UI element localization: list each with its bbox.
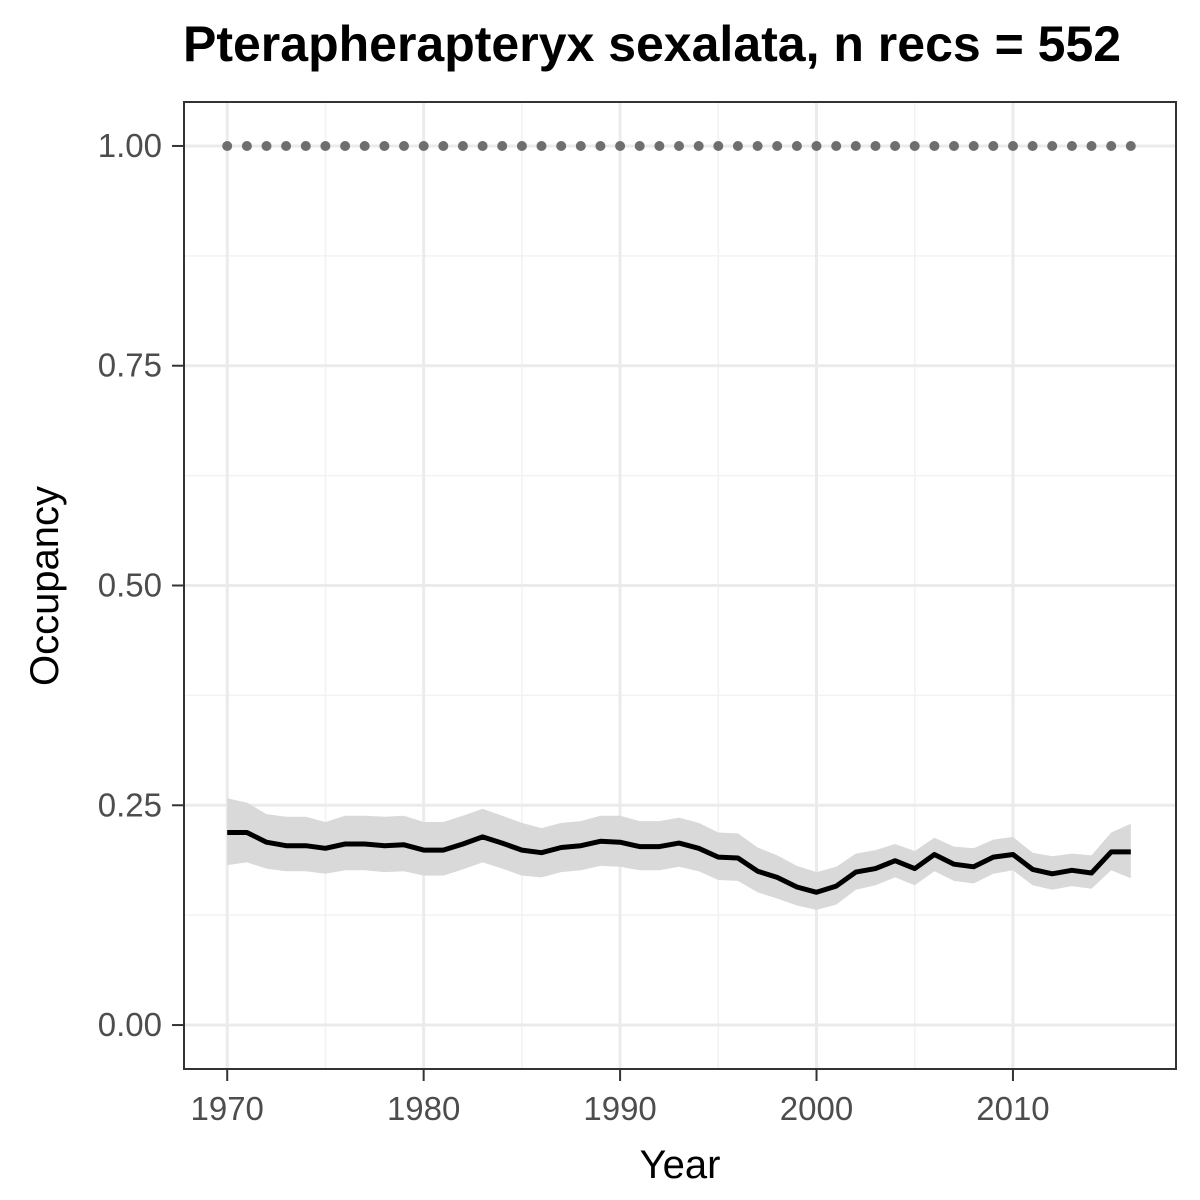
data-point [909, 141, 920, 151]
confidence-ribbon-layer [227, 798, 1131, 910]
points-layer [222, 141, 1136, 151]
data-point [752, 141, 763, 151]
data-point [929, 141, 940, 151]
y-axis: 0.00 0.25 0.50 0.75 1.00 [98, 127, 184, 1043]
data-point [497, 141, 508, 151]
data-point [438, 141, 449, 151]
data-point [457, 141, 468, 151]
data-point [300, 141, 311, 151]
data-point [615, 141, 626, 151]
x-tick-label: 2000 [780, 1090, 853, 1127]
data-point [477, 141, 488, 151]
data-point [968, 141, 979, 151]
data-point [575, 141, 586, 151]
data-point [556, 141, 567, 151]
data-point [595, 141, 606, 151]
x-tick-label: 1970 [191, 1090, 264, 1127]
confidence-ribbon [227, 798, 1131, 910]
x-axis-title: Year [640, 1143, 721, 1187]
data-point [772, 141, 783, 151]
data-point [732, 141, 743, 151]
data-point [379, 141, 390, 151]
x-tick-label: 1980 [387, 1090, 460, 1127]
data-point [1047, 141, 1058, 151]
data-point [988, 141, 999, 151]
y-tick-label: 0.50 [98, 567, 162, 604]
occupancy-line-layer [227, 830, 1131, 895]
data-point [713, 141, 724, 151]
data-point [418, 141, 429, 151]
y-tick-label: 0.25 [98, 786, 162, 823]
data-point [850, 141, 861, 151]
data-point [241, 141, 252, 151]
data-point [831, 141, 842, 151]
data-point [399, 141, 409, 151]
x-tick-label: 1990 [583, 1090, 656, 1127]
data-point [536, 141, 547, 151]
x-tick-label: 2010 [976, 1090, 1049, 1127]
data-point [1125, 141, 1136, 151]
data-point [791, 141, 802, 151]
data-point [890, 141, 901, 151]
data-point [1027, 141, 1038, 151]
data-point [281, 141, 292, 151]
data-point [634, 141, 645, 151]
data-point [222, 141, 233, 151]
y-tick-label: 0.00 [98, 1006, 162, 1043]
data-point [654, 141, 665, 151]
data-point [870, 141, 881, 151]
data-point [674, 141, 684, 151]
chart-title: Pterapherapteryx sexalata, n recs = 552 [183, 16, 1122, 72]
x-axis: 1970 1980 1990 2000 2010 [191, 1069, 1050, 1127]
data-point [949, 141, 959, 151]
data-point [359, 141, 370, 151]
y-tick-label: 0.75 [98, 347, 162, 384]
data-point [261, 141, 272, 151]
data-point [1066, 141, 1077, 151]
data-point [1106, 141, 1117, 151]
data-point [811, 141, 822, 151]
data-point [1086, 141, 1097, 151]
data-point [516, 141, 527, 151]
y-tick-label: 1.00 [98, 127, 162, 164]
y-axis-title: Occupancy [23, 486, 67, 686]
data-point [340, 141, 351, 151]
data-point [320, 141, 331, 151]
data-point [1008, 141, 1018, 151]
data-point [693, 141, 704, 151]
occupancy-line [227, 830, 1131, 895]
